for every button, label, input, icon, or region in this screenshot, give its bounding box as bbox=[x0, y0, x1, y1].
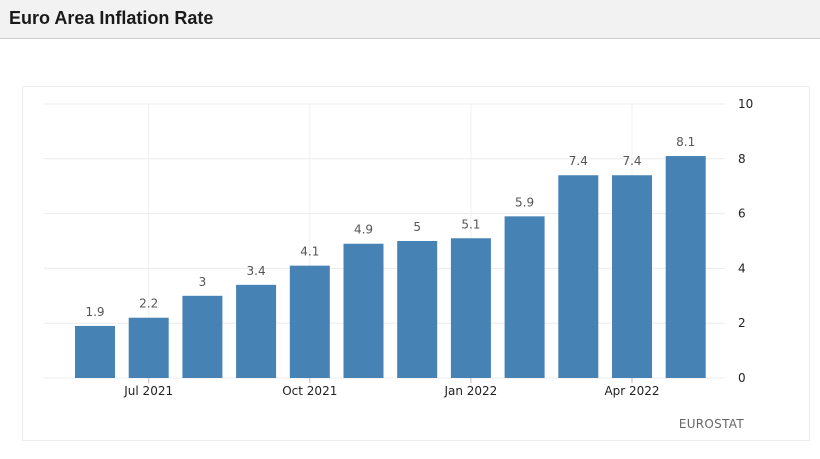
page-title: Euro Area Inflation Rate bbox=[9, 8, 214, 28]
x-tick-label: Jul 2021 bbox=[123, 384, 173, 398]
bar-value-label: 8.1 bbox=[676, 135, 695, 149]
y-tick-label: 0 bbox=[738, 371, 746, 385]
bar-value-label: 3.4 bbox=[247, 264, 266, 278]
bar-value-label: 7.4 bbox=[569, 154, 588, 168]
y-tick-label: 8 bbox=[738, 152, 746, 166]
bar-value-label: 3 bbox=[199, 275, 207, 289]
bar-value-label: 1.9 bbox=[85, 305, 104, 319]
bar-value-label: 7.4 bbox=[622, 154, 641, 168]
source-label: EUROSTAT bbox=[679, 417, 745, 431]
bar-value-label: 4.1 bbox=[300, 245, 319, 259]
bar-value-label: 4.9 bbox=[354, 223, 373, 237]
bar[interactable] bbox=[236, 284, 277, 378]
y-tick-label: 2 bbox=[738, 316, 746, 330]
bar[interactable] bbox=[343, 243, 384, 378]
bar-value-label: 2.2 bbox=[139, 297, 158, 311]
bar[interactable] bbox=[612, 175, 652, 378]
grid-lines bbox=[44, 103, 725, 379]
y-tick-label: 4 bbox=[738, 261, 746, 275]
x-tick-label: Oct 2021 bbox=[282, 384, 337, 398]
y-tick-label: 6 bbox=[738, 207, 746, 221]
bar-value-label: 5.9 bbox=[515, 195, 534, 209]
bar[interactable] bbox=[397, 241, 438, 378]
bar[interactable] bbox=[665, 156, 706, 378]
bars bbox=[75, 156, 706, 378]
bar-value-label: 5.1 bbox=[461, 217, 480, 231]
bar[interactable] bbox=[289, 265, 330, 378]
bar[interactable] bbox=[558, 175, 599, 378]
bar[interactable] bbox=[128, 317, 169, 378]
x-axis: Jul 2021 Oct 2021 Jan 2022 Apr 2022 bbox=[123, 378, 660, 398]
x-tick-label: Jan 2022 bbox=[443, 384, 497, 398]
bar[interactable] bbox=[450, 238, 491, 378]
bar[interactable] bbox=[75, 325, 115, 378]
bar[interactable] bbox=[182, 295, 223, 378]
y-axis: 0 2 4 6 8 10 bbox=[738, 97, 753, 385]
value-labels: 1.9 2.2 3 3.4 4.1 4.9 5 5.1 5.9 7.4 7.4 8.1 bbox=[85, 135, 695, 319]
x-tick-label: Apr 2022 bbox=[604, 384, 659, 398]
chart-header: Euro Area Inflation Rate bbox=[0, 0, 820, 39]
bar-value-label: 5 bbox=[413, 220, 421, 234]
bar[interactable] bbox=[504, 216, 545, 378]
y-tick-label: 10 bbox=[738, 97, 753, 111]
